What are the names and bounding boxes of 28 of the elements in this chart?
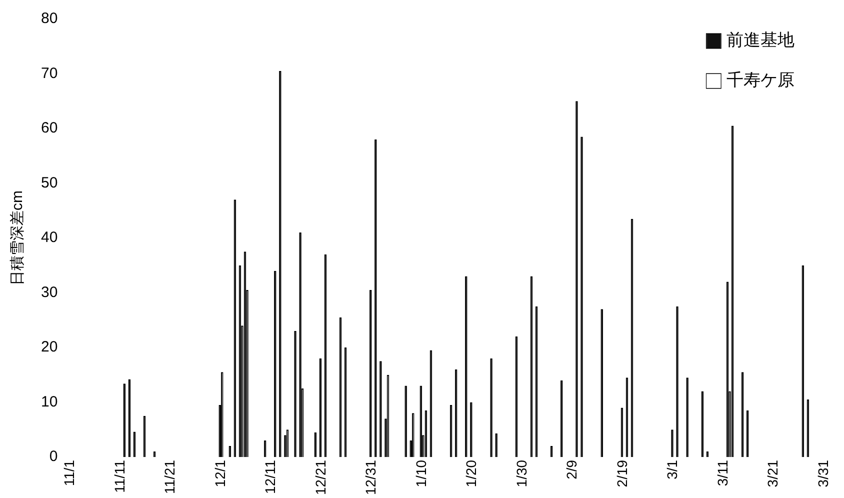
y-tick-label: 10	[40, 393, 58, 410]
legend-label: 千寿ケ原	[726, 70, 795, 90]
y-tick-label: 40	[40, 229, 58, 246]
x-tick-label: 1/20	[463, 460, 480, 488]
y-tick-label: 0	[49, 448, 58, 466]
y-tick-label: 20	[40, 338, 58, 356]
x-tick-label: 1/10	[412, 460, 429, 488]
x-tick-label: 12/1	[212, 460, 228, 488]
y-tick-label: 60	[40, 120, 58, 137]
x-tick-label: 11/11	[111, 460, 128, 493]
x-tick-label: 12/21	[312, 460, 328, 496]
y-axis-title: 日積雪深差cm	[9, 190, 26, 286]
x-tick-label: 3/1	[664, 460, 680, 480]
y-tick-label: 30	[40, 284, 58, 301]
y-tick-label: 50	[40, 174, 58, 192]
y-tick-label: 70	[40, 64, 58, 82]
x-tick-label: 11/1	[61, 460, 78, 486]
x-tick-label: 2/19	[614, 460, 630, 488]
x-tick-label: 3/31	[815, 460, 832, 488]
x-tick-label: 1/30	[513, 460, 530, 488]
legend-label: 前進基地	[726, 30, 795, 50]
x-tick-label: 12/31	[362, 460, 379, 496]
x-tick-label: 3/11	[714, 460, 730, 486]
x-tick-label: 11/21	[162, 460, 178, 494]
x-tick-label: 12/11	[262, 460, 278, 494]
x-tick-label: 3/21	[764, 460, 781, 488]
y-tick-label: 80	[40, 10, 58, 28]
x-tick-label: 2/9	[564, 460, 580, 480]
